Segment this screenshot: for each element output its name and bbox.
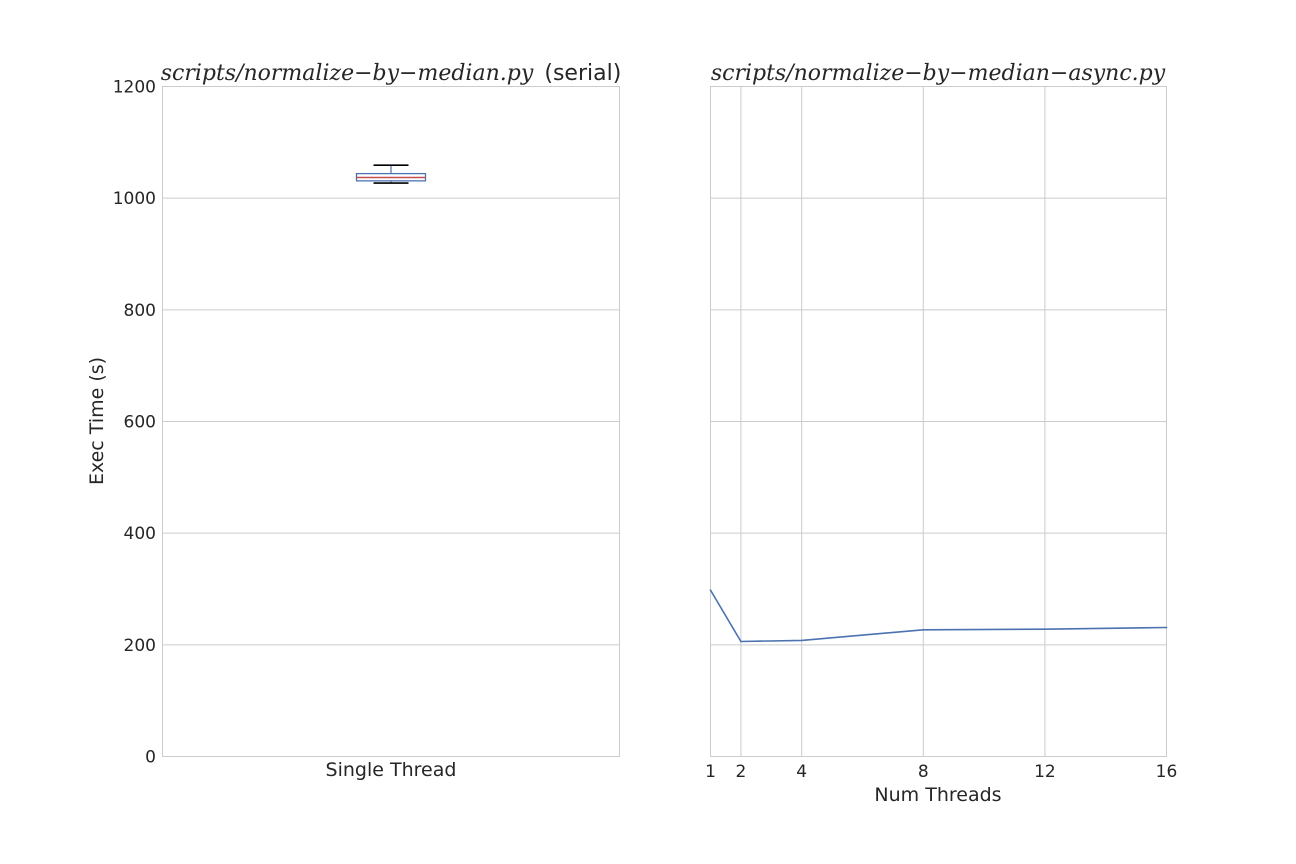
right-plot-frame (710, 86, 1167, 757)
y-tick-label: 200 (124, 636, 156, 656)
line-series (709, 589, 1168, 643)
right-panel-title: scripts/normalize−by−median−async.py (711, 61, 1166, 86)
async-line-panel: 1 2 4 8 12 16 Num Threads scripts/normalize−b… (705, 61, 1177, 806)
data-point (709, 589, 712, 591)
series-line (709, 589, 1167, 643)
y-tick-label: 600 (124, 413, 156, 433)
serial-boxplot-panel: 0 200 400 600 800 1000 1200 Single Thread Exec… (86, 61, 621, 781)
left-plot-frame (162, 86, 620, 757)
data-point (1044, 628, 1046, 630)
x-tick-label: 8 (918, 762, 929, 782)
y-axis-label: Exec Time (s) (86, 357, 108, 485)
x-tick-label: 1 (705, 762, 716, 782)
left-panel-title: scripts/normalize−by−median.py (serial) (161, 61, 622, 86)
left-y-tick-labels: 0 200 400 600 800 1000 1200 (113, 78, 156, 768)
boxplot (355, 164, 427, 184)
y-tick-label: 0 (145, 748, 156, 768)
data-point (800, 639, 803, 642)
data-point (922, 628, 925, 631)
right-gridlines (710, 86, 1167, 757)
x-tick-label: 12 (1034, 762, 1056, 782)
y-tick-label: 400 (124, 524, 156, 544)
y-tick-label: 1200 (113, 78, 156, 98)
x-category-label: Single Thread (326, 759, 457, 781)
x-tick-label: 16 (1156, 762, 1178, 782)
left-title-suffix: (serial) (544, 61, 621, 86)
data-point (740, 640, 742, 643)
left-gridlines (162, 86, 620, 757)
data-point (1165, 626, 1168, 629)
right-x-tick-labels: 1 2 4 8 12 16 (705, 762, 1177, 782)
x-axis-label: Num Threads (874, 784, 1001, 806)
x-tick-label: 2 (735, 762, 746, 782)
left-title-script: scripts/normalize−by−median.py (161, 61, 534, 86)
y-tick-label: 1000 (113, 189, 156, 209)
y-tick-label: 800 (124, 301, 156, 321)
x-tick-label: 4 (796, 762, 807, 782)
